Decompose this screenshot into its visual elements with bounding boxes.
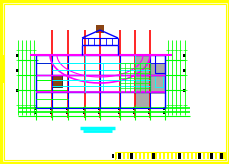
Bar <box>214 153 216 159</box>
Bar <box>50 111 53 113</box>
Bar <box>98 106 101 110</box>
Bar <box>182 89 185 92</box>
Bar <box>36 90 68 108</box>
Bar <box>36 63 52 75</box>
Bar <box>52 75 62 87</box>
Bar <box>166 153 168 159</box>
Bar <box>85 75 120 92</box>
Bar <box>138 153 140 159</box>
Bar <box>190 153 192 159</box>
Bar <box>66 106 69 110</box>
Bar <box>206 153 208 159</box>
Bar <box>178 153 180 159</box>
Bar <box>202 153 204 159</box>
Bar <box>16 89 19 92</box>
Bar <box>83 106 86 110</box>
Bar <box>148 111 151 113</box>
Bar <box>210 153 212 159</box>
Bar <box>34 106 37 110</box>
Bar <box>126 153 128 159</box>
Bar <box>174 153 176 159</box>
Bar <box>154 55 164 73</box>
Bar <box>118 106 121 110</box>
Bar <box>149 63 164 93</box>
Bar <box>158 153 160 159</box>
Bar <box>112 154 114 158</box>
Bar <box>209 153 212 159</box>
Bar <box>219 153 222 159</box>
Bar <box>123 153 124 159</box>
Bar <box>197 153 200 159</box>
Bar <box>170 153 172 159</box>
Bar <box>163 111 166 113</box>
Bar <box>114 152 224 160</box>
Bar <box>194 153 196 159</box>
Bar <box>154 153 156 159</box>
Bar <box>118 111 121 113</box>
Bar <box>142 153 144 159</box>
Bar <box>118 153 120 159</box>
Bar <box>182 53 185 57</box>
Bar <box>36 80 52 90</box>
Bar <box>95 25 104 33</box>
Bar <box>131 153 132 159</box>
Bar <box>16 53 19 57</box>
Bar <box>150 153 152 159</box>
Bar <box>134 153 136 159</box>
Bar <box>151 153 154 159</box>
Bar <box>154 75 162 87</box>
Bar <box>66 111 69 113</box>
Bar <box>133 106 136 110</box>
Bar <box>198 153 200 159</box>
Bar <box>218 153 220 159</box>
Bar <box>129 153 132 159</box>
Bar <box>133 111 136 113</box>
Bar <box>146 153 148 159</box>
Bar <box>163 106 166 110</box>
Bar <box>114 153 117 159</box>
Bar <box>50 106 53 110</box>
Bar <box>177 153 180 159</box>
Bar <box>98 111 101 113</box>
Bar <box>148 106 151 110</box>
Bar <box>117 153 120 159</box>
Bar <box>34 111 37 113</box>
Bar <box>83 111 86 113</box>
Bar <box>182 69 185 72</box>
Bar <box>134 55 149 108</box>
Bar <box>222 153 224 159</box>
Bar <box>182 153 184 159</box>
Bar <box>186 153 188 159</box>
Bar <box>1 55 5 83</box>
Bar <box>162 153 164 159</box>
Bar <box>16 69 19 72</box>
Bar <box>68 63 103 91</box>
